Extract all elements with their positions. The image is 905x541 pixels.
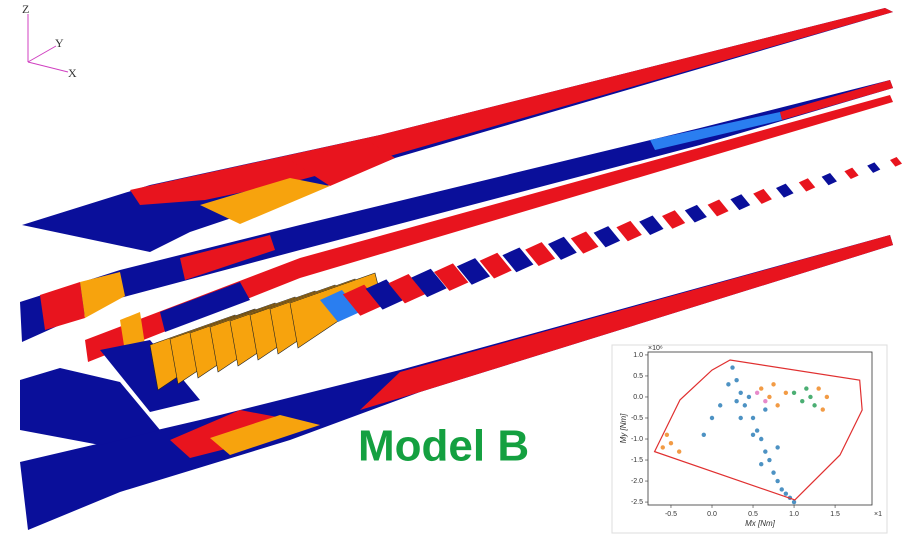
strip-2-orange	[80, 272, 125, 318]
scatter-point	[804, 386, 808, 390]
y-axis-label: My [Nm]	[619, 413, 628, 444]
triad-y-label: Y	[55, 36, 64, 50]
scatter-point	[775, 479, 779, 483]
x-tick-label: -0.5	[665, 511, 677, 518]
scatter-point	[677, 449, 681, 453]
triad-x-label: X	[68, 66, 77, 80]
page: Z Y X Model B -0.5 0.0 0.5 1.0 1.5 1.0 0.5 0.0 -…	[0, 0, 905, 541]
y-tick-label: -1.5	[631, 457, 643, 464]
scatter-point	[726, 382, 730, 386]
triad-y	[28, 46, 56, 62]
plate	[776, 184, 794, 198]
triad-z-label: Z	[22, 2, 29, 16]
plate	[822, 173, 837, 185]
scatter-point	[661, 445, 665, 449]
y-offset-label: ×10⁶	[648, 345, 663, 352]
scatter-point	[771, 470, 775, 474]
scatter-point	[759, 437, 763, 441]
plate	[616, 221, 641, 241]
x-tick-label: 0.0	[707, 511, 717, 518]
plate	[708, 200, 729, 217]
scatter-point	[775, 403, 779, 407]
x-tick-label: 1.0	[789, 511, 799, 518]
scatter-point	[759, 462, 763, 466]
scatter-point	[767, 458, 771, 462]
scatter-point	[755, 428, 759, 432]
scatter-point	[808, 395, 812, 399]
x-tick-label: 1.5	[830, 511, 840, 518]
scatter-point	[780, 487, 784, 491]
scatter-point	[747, 395, 751, 399]
plate	[571, 231, 599, 253]
scatter-point	[821, 407, 825, 411]
scatter-point	[800, 399, 804, 403]
y-tick-label: 0.0	[633, 394, 643, 401]
y-tick-label: -0.5	[631, 415, 643, 422]
scatter-point	[751, 433, 755, 437]
scatter-point	[825, 395, 829, 399]
x-offset-label: ×1	[874, 511, 882, 518]
scatter-point	[718, 403, 722, 407]
y-tick-label: 1.0	[633, 352, 643, 359]
scatter-point	[784, 491, 788, 495]
plate	[890, 157, 902, 167]
plate	[594, 226, 621, 247]
scatter-point	[771, 382, 775, 386]
scatter-point	[812, 403, 816, 407]
strip-3	[85, 95, 893, 362]
scatter-point	[816, 386, 820, 390]
scatter-point	[775, 445, 779, 449]
x-tick-label: 0.5	[748, 511, 758, 518]
scatter-point	[763, 407, 767, 411]
y-tick-label: -1.0	[631, 436, 643, 443]
scatter-point	[759, 386, 763, 390]
y-tick-label: 0.5	[633, 373, 643, 380]
scatter-point	[734, 378, 738, 382]
scatter-point	[669, 441, 673, 445]
scatter-point	[730, 365, 734, 369]
plate	[799, 178, 815, 191]
plate	[753, 189, 772, 204]
plate	[844, 168, 858, 179]
y-tick-label: -2.5	[631, 499, 643, 506]
plate	[639, 216, 663, 235]
scatter-point	[739, 391, 743, 395]
scatter-point	[784, 391, 788, 395]
scatter-point	[792, 391, 796, 395]
scatter-point	[763, 449, 767, 453]
scatter-point	[743, 403, 747, 407]
scatter-point	[665, 433, 669, 437]
plate	[867, 162, 880, 172]
scatter-point	[739, 416, 743, 420]
x-axis-label: Mx [Nm]	[745, 519, 776, 528]
plate	[685, 205, 707, 223]
y-tick-label: -2.0	[631, 478, 643, 485]
scatter-point	[734, 399, 738, 403]
scatter-point	[755, 391, 759, 395]
scatter-point	[751, 416, 755, 420]
plate	[662, 210, 685, 229]
scatter-point	[767, 395, 771, 399]
strip-2-red	[40, 282, 85, 330]
triad-x	[28, 62, 68, 72]
plate	[730, 194, 750, 210]
scatter-point	[710, 416, 714, 420]
scatter-point	[763, 399, 767, 403]
scatter-point	[702, 433, 706, 437]
scatter-point	[792, 500, 796, 504]
model-label: Model B	[358, 422, 529, 471]
